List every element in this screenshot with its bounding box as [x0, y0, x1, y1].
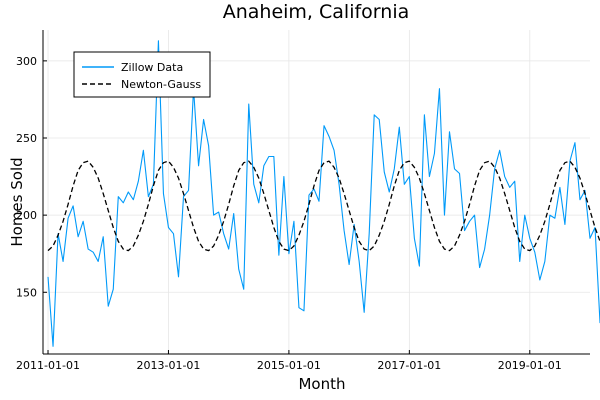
y-tick-labels: 150 200 250 300	[16, 55, 47, 299]
x-tick-label: 2011-01-01	[16, 359, 80, 372]
chart-title: Anaheim, California	[223, 1, 410, 23]
x-tick-labels: 2011-01-01 2013-01-01 2015-01-01 2017-01-01…	[16, 350, 562, 372]
series-line-zillow-data	[47, 40, 600, 347]
x-axis-title: Month	[298, 375, 345, 393]
y-tick-label: 200	[16, 209, 37, 222]
series-lines	[47, 40, 600, 347]
x-tick-label: 2019-01-01	[498, 359, 562, 372]
legend-box	[73, 51, 211, 98]
legend-label-newton-gauss: Newton-Gauss	[121, 78, 201, 91]
y-tick-label: 250	[16, 132, 37, 145]
x-tick-label: 2017-01-01	[377, 359, 441, 372]
x-tick-label: 2015-01-01	[257, 359, 321, 372]
y-axis-title: Homes Sold	[8, 157, 26, 246]
legend: Zillow Data Newton-Gauss	[73, 51, 211, 98]
y-tick-label: 300	[16, 55, 37, 68]
y-tick-label: 150	[16, 286, 37, 299]
legend-label-zillow: Zillow Data	[121, 61, 183, 74]
x-tick-label: 2013-01-01	[136, 359, 200, 372]
axes	[42, 30, 590, 355]
series-line-newton-gauss	[47, 160, 600, 252]
